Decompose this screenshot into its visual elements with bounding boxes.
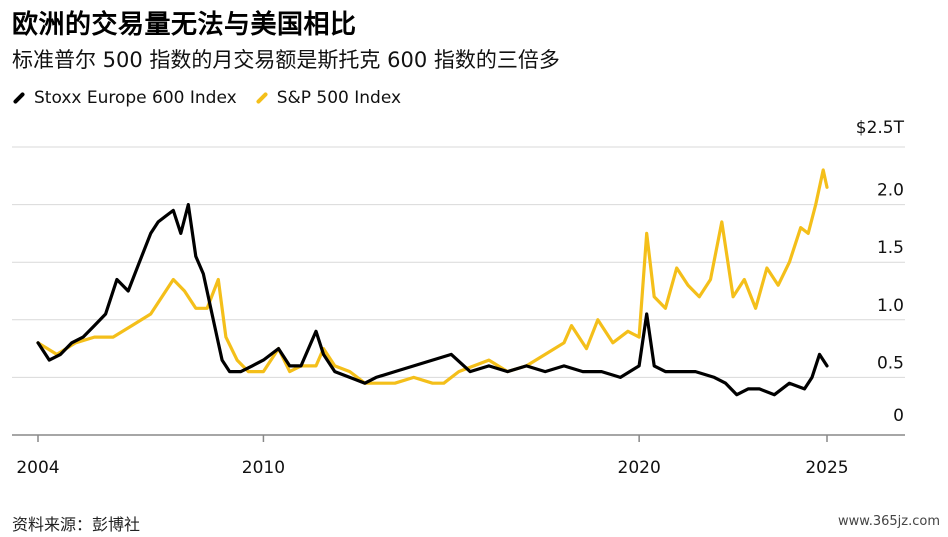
chart-title: 欧洲的交易量无法与美国相比 xyxy=(12,10,357,40)
series-line-s-p-500-index xyxy=(36,168,829,385)
legend-label-stoxx: Stoxx Europe 600 Index xyxy=(34,88,237,108)
watermark: www.365jz.com xyxy=(838,514,940,529)
source-note: 资料来源：彭博社 xyxy=(12,515,141,534)
legend: Stoxx Europe 600 Index S&P 500 Index xyxy=(12,88,401,108)
chart-subtitle: 标准普尔 500 指数的月交易额是斯托克 600 指数的三倍多 xyxy=(12,48,560,72)
legend-label-sp500: S&P 500 Index xyxy=(276,88,402,108)
x-tick-label: 2010 xyxy=(242,458,285,478)
y-unit-label: $2.5T xyxy=(856,118,905,138)
legend-item-stoxx: Stoxx Europe 600 Index xyxy=(12,88,237,108)
legend-item-sp500: S&P 500 Index xyxy=(255,88,401,108)
series-line-stoxx-europe-600-index xyxy=(36,203,829,397)
y-tick-label: 0.5 xyxy=(877,353,904,373)
y-tick-label: 2.0 xyxy=(877,181,904,201)
x-tick-label: 2020 xyxy=(618,458,661,478)
y-tick-label: 0 xyxy=(893,406,904,426)
y-tick-label: 1.5 xyxy=(877,238,904,258)
y-tick-label: 1.0 xyxy=(877,296,904,316)
x-tick-label: 2004 xyxy=(16,458,59,478)
x-tick-label: 2025 xyxy=(805,458,848,478)
